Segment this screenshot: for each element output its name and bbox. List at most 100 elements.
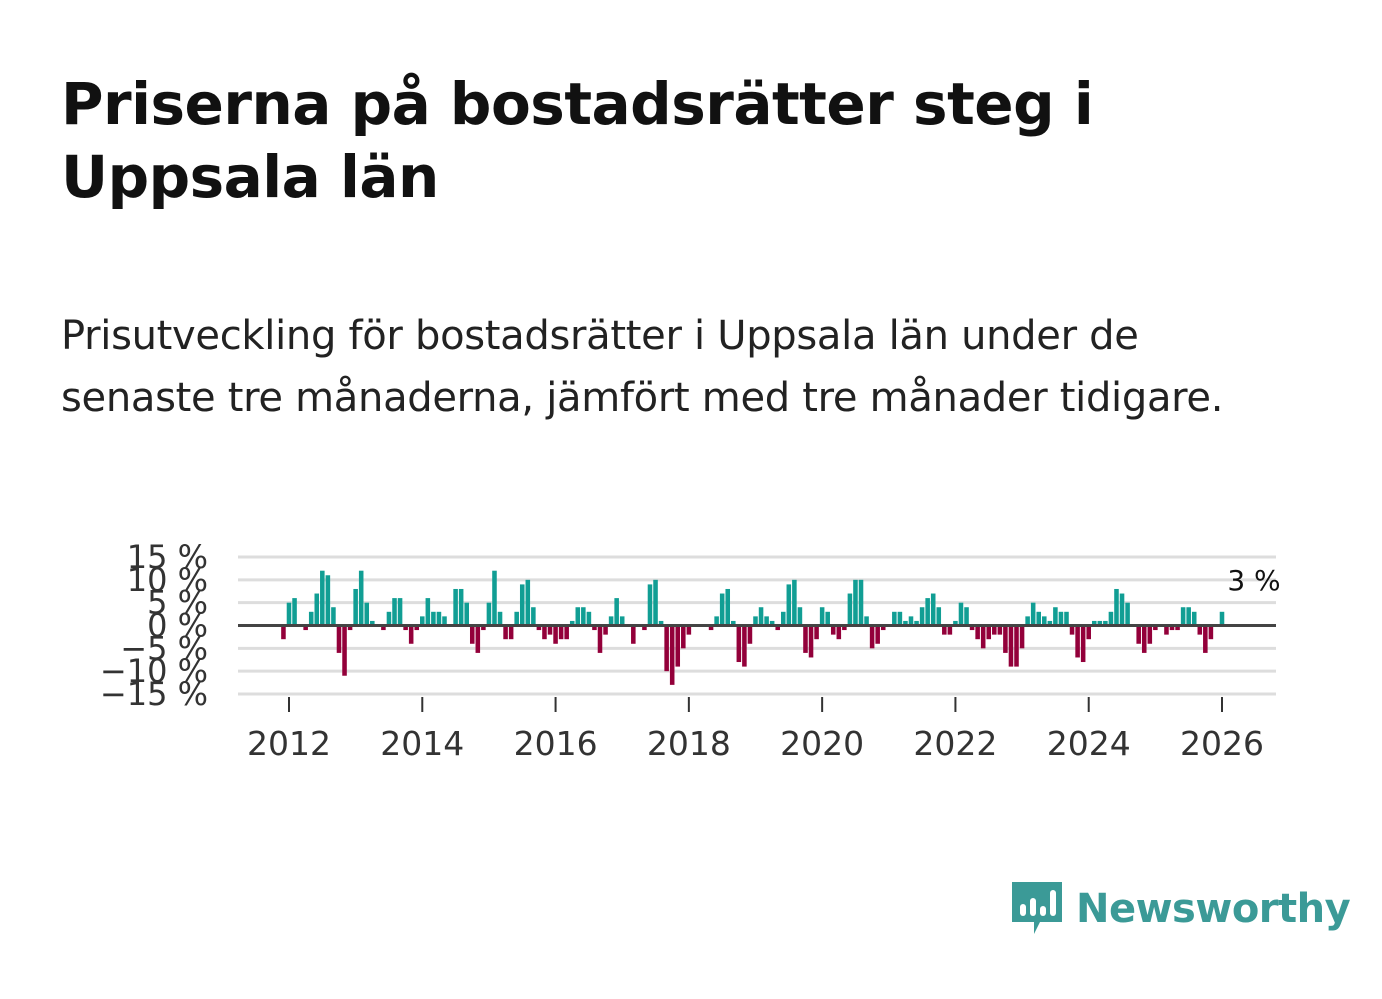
bar xyxy=(875,625,880,644)
bar xyxy=(1103,620,1108,626)
bar xyxy=(814,625,819,640)
bar xyxy=(947,625,953,635)
chart-annotations: 3 % xyxy=(1227,564,1280,597)
bar xyxy=(964,607,969,626)
y-axis-ticks: −15 %−10 %−5 %0 %5 %10 %15 % xyxy=(100,538,208,713)
bar xyxy=(1169,625,1175,631)
y-tick-label: 15 % xyxy=(127,538,208,576)
bar xyxy=(1114,588,1119,626)
bar xyxy=(747,625,753,644)
bar xyxy=(420,616,425,626)
bar xyxy=(647,584,653,626)
bar xyxy=(492,570,497,626)
bar xyxy=(936,607,942,626)
bar xyxy=(1208,625,1214,640)
bar xyxy=(1219,611,1225,626)
x-tick-label: 2020 xyxy=(780,724,864,763)
bar xyxy=(731,620,736,626)
bar xyxy=(547,625,553,635)
bar xyxy=(980,625,986,649)
bar xyxy=(1119,593,1125,626)
bar xyxy=(842,625,847,631)
x-axis-ticks: 2012 2014 2016 2018 2020 2022 2024 2026 xyxy=(247,697,1264,763)
y-tick-label: 5 % xyxy=(147,584,208,622)
bar xyxy=(531,607,536,626)
bar xyxy=(575,607,581,626)
bar xyxy=(903,620,908,626)
bar xyxy=(719,593,725,626)
bar xyxy=(425,598,431,626)
bar xyxy=(381,625,386,631)
bar xyxy=(997,625,1003,635)
bar xyxy=(1053,607,1058,626)
y-tick-label: 10 % xyxy=(127,561,208,599)
bar xyxy=(536,625,542,631)
newsworthy-logo: Newsworthy xyxy=(1010,878,1351,940)
bar xyxy=(308,611,314,626)
bar xyxy=(1014,625,1019,667)
bar xyxy=(1003,625,1008,653)
bar xyxy=(869,625,875,649)
bar xyxy=(508,625,514,640)
bar xyxy=(925,598,930,626)
bar xyxy=(336,625,342,653)
bar xyxy=(597,625,603,653)
bar xyxy=(786,584,792,626)
bar xyxy=(708,625,714,631)
x-tick-label: 2014 xyxy=(380,724,464,763)
newsworthy-logo-icon xyxy=(1012,882,1062,934)
bar xyxy=(292,598,297,626)
bar xyxy=(1030,602,1036,626)
y-tick-label: 0 % xyxy=(147,607,208,645)
bar xyxy=(742,625,747,667)
bar xyxy=(475,625,481,653)
bar xyxy=(525,579,531,626)
bar xyxy=(1180,607,1186,626)
bar xyxy=(1164,625,1169,635)
bar xyxy=(1191,611,1197,626)
bar xyxy=(397,598,403,626)
bar xyxy=(758,607,764,626)
bar xyxy=(986,625,992,640)
bar xyxy=(403,625,408,631)
bar xyxy=(1108,611,1114,626)
bar xyxy=(658,620,664,626)
chart-bars xyxy=(281,570,1225,685)
bar xyxy=(930,593,936,626)
bar xyxy=(847,593,853,626)
bar xyxy=(314,593,320,626)
bar xyxy=(1064,611,1069,626)
bar xyxy=(1075,625,1080,658)
bar xyxy=(864,616,869,626)
bar xyxy=(514,611,519,626)
bar xyxy=(408,625,414,644)
bar xyxy=(830,625,836,635)
bar xyxy=(286,602,292,626)
bar xyxy=(320,570,325,626)
y-tick-label: −5 % xyxy=(120,629,208,667)
bar xyxy=(1091,620,1097,626)
bar xyxy=(803,625,808,653)
bar xyxy=(753,616,758,626)
bar xyxy=(542,625,547,640)
bar xyxy=(331,607,336,626)
y-tick-label: −15 % xyxy=(100,675,208,713)
bar xyxy=(914,620,919,626)
bar xyxy=(581,607,586,626)
bar xyxy=(769,620,775,626)
bar xyxy=(503,625,508,640)
bar xyxy=(775,625,780,631)
bar xyxy=(792,579,797,626)
bar xyxy=(370,620,375,626)
bar xyxy=(519,584,525,626)
bar xyxy=(1058,611,1064,626)
bar xyxy=(603,625,608,635)
bar xyxy=(497,611,503,626)
bar xyxy=(836,625,842,640)
bar xyxy=(614,598,619,626)
bar xyxy=(358,570,364,626)
bar xyxy=(858,579,864,626)
chart-gridlines xyxy=(238,555,1276,696)
bar xyxy=(1175,625,1180,631)
bar xyxy=(897,611,903,626)
